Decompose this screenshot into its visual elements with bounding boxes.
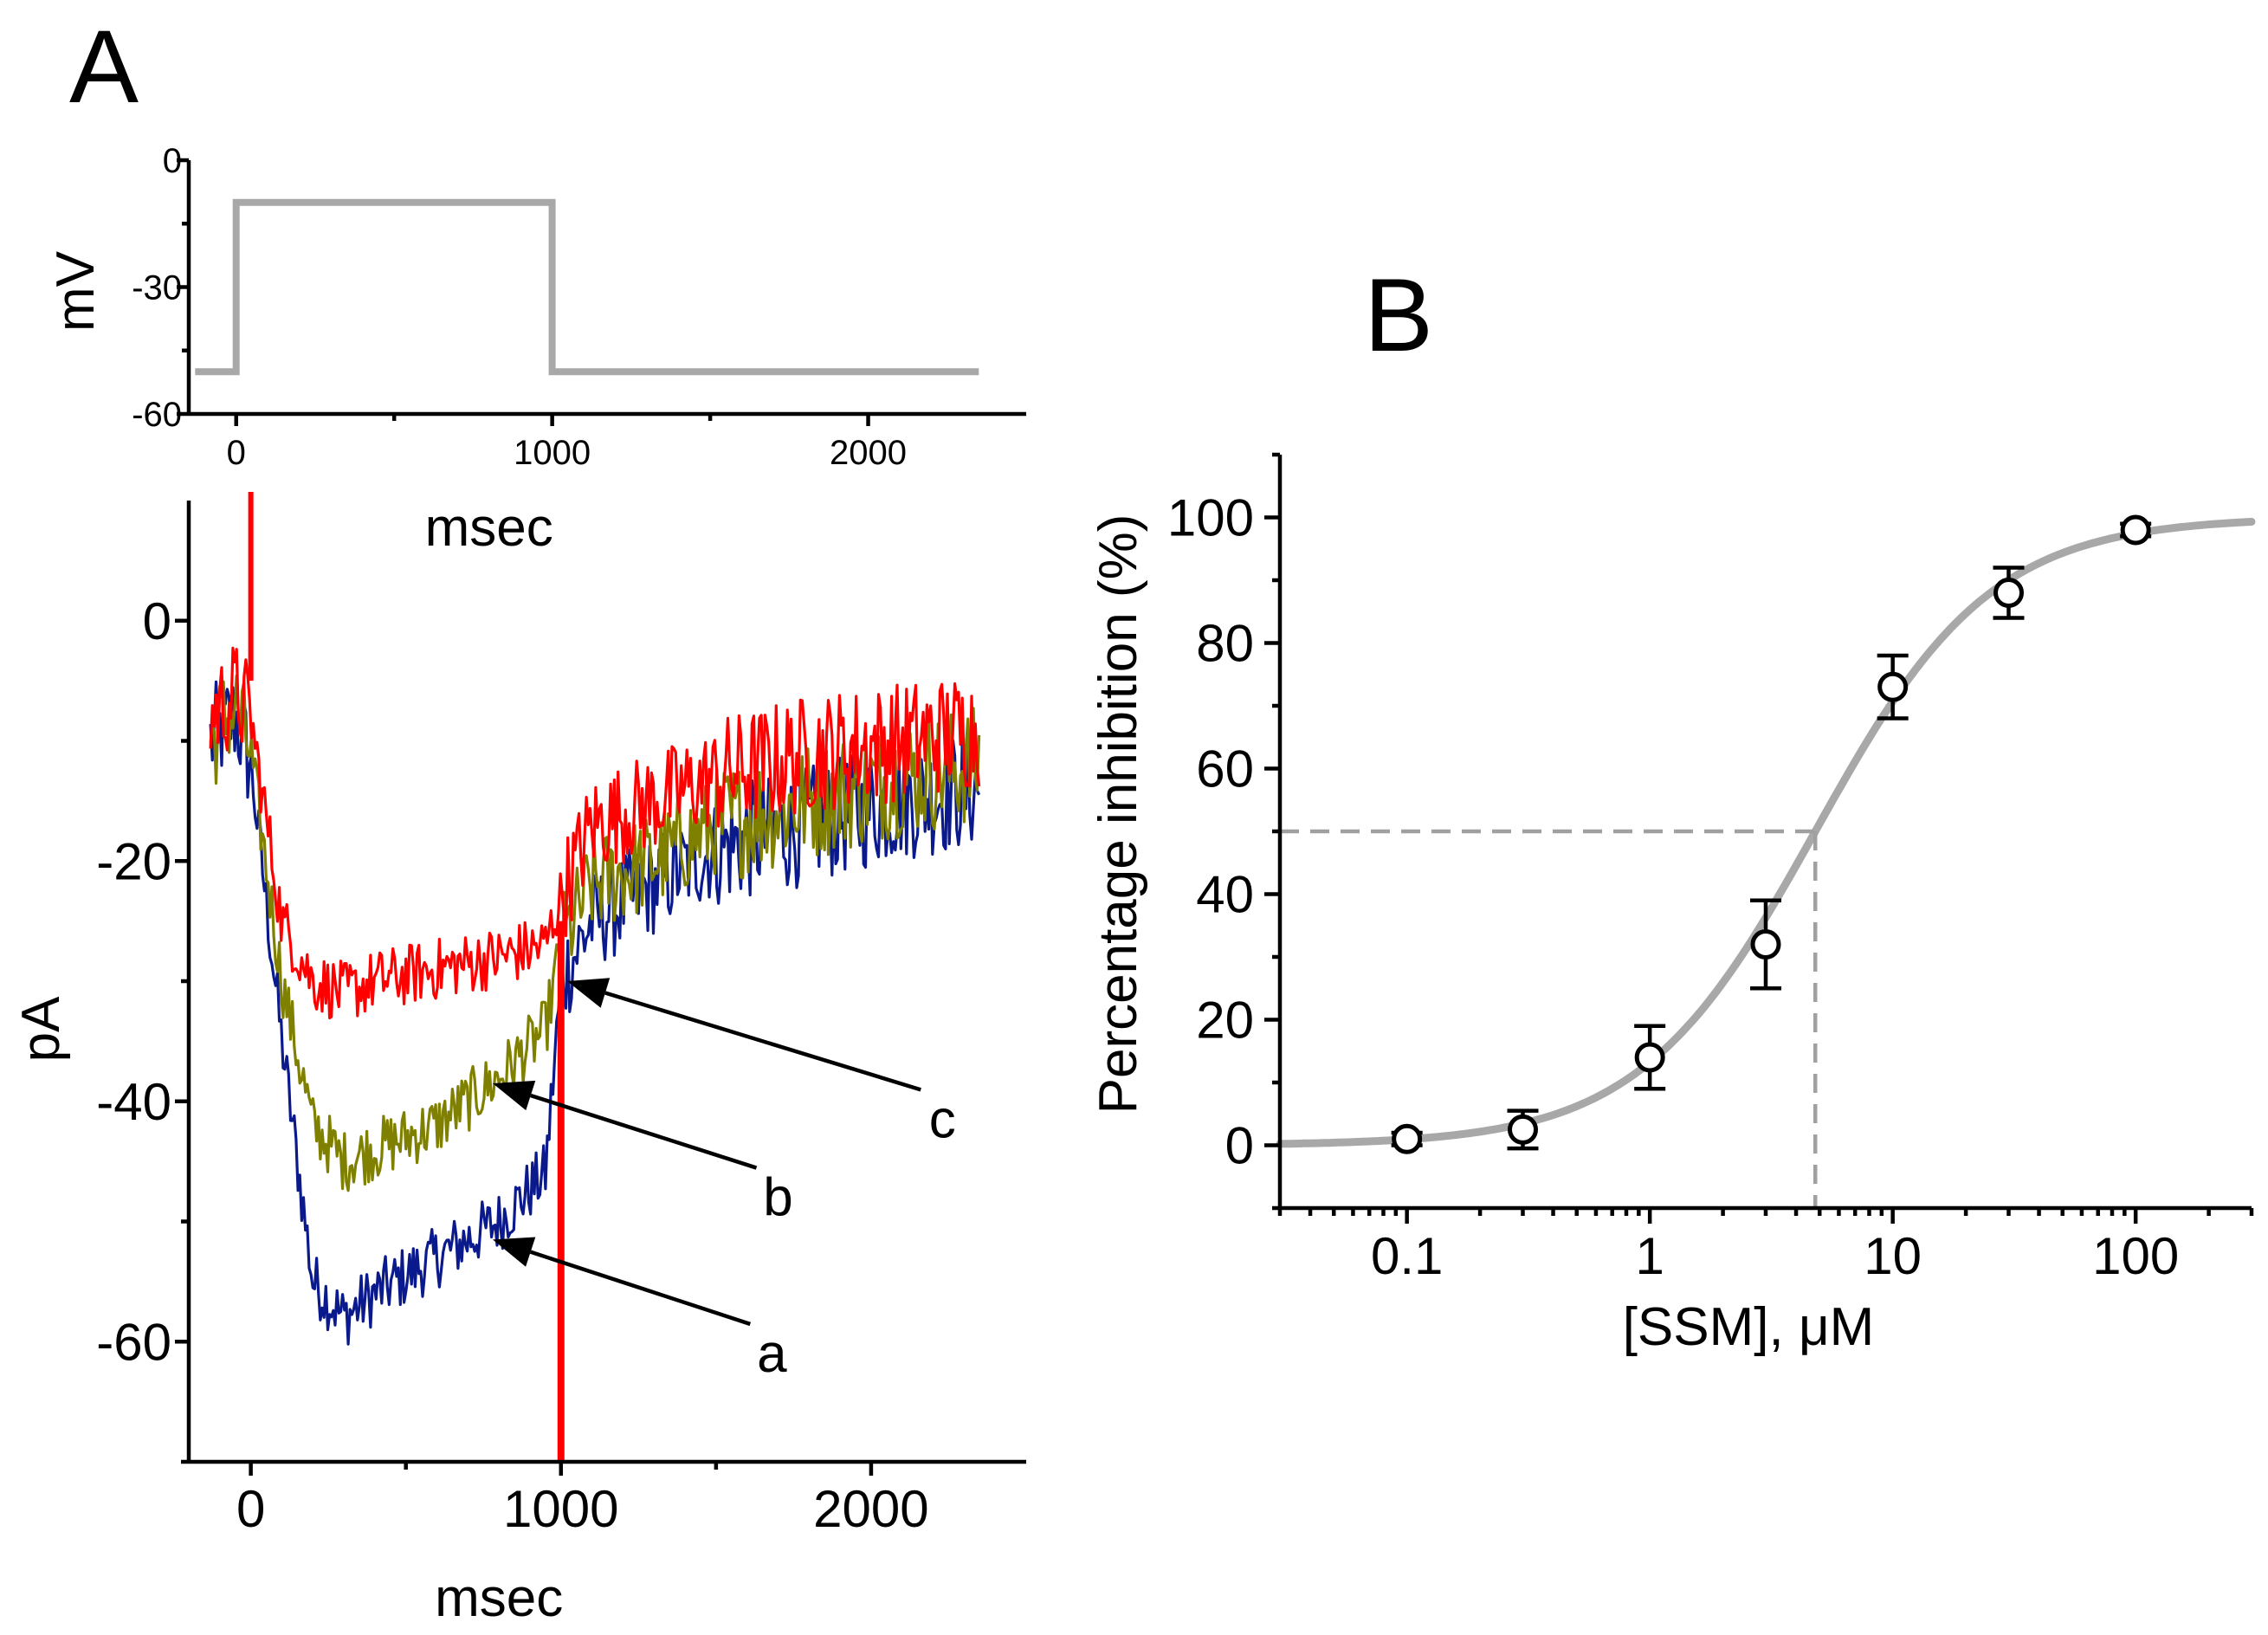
annotation-arrowhead-b (492, 1080, 536, 1111)
voltage-protocol-chart: 0 1000 2000 0 -30 -60 msec mV (46, 142, 1026, 558)
panel-label-b: B (1364, 257, 1433, 373)
protocol-y-label: mV (46, 250, 106, 332)
data-point (1877, 671, 1909, 702)
annotation-arrow-a (529, 1250, 752, 1327)
dose-x-tick-label: 100 (2092, 1227, 2179, 1285)
current-x-label: msec (435, 1568, 563, 1628)
trace-b (209, 674, 981, 1192)
dose-y-tick-label: 20 (1196, 992, 1254, 1050)
current-y-tick-label: 0 (143, 592, 171, 650)
protocol-x-label: msec (425, 498, 553, 558)
current-y-tick-label: -60 (96, 1313, 171, 1371)
dose-response-chart: 0.1 1 10 100 0 20 40 60 80 100 [SSM], μM Percentage… (1089, 452, 2256, 1357)
dose-x-label: [SSM], μM (1623, 1297, 1875, 1357)
trace-c (209, 646, 981, 1020)
data-point (1392, 1123, 1423, 1154)
current-traces-chart: 0 1000 2000 0 -20 -40 -60 msec pA a b c (11, 492, 1026, 1628)
current-y-label: pA (11, 996, 71, 1062)
protocol-y-tick-label: -30 (132, 269, 182, 307)
current-x-tick-label: 0 (236, 1480, 265, 1538)
annotation-arrow-c (604, 991, 921, 1092)
protocol-y-tick-label: -60 (132, 396, 182, 434)
panel-label-a: A (69, 9, 139, 125)
data-point (1750, 929, 1781, 960)
data-point (1634, 1042, 1665, 1073)
dose-y-tick-label: 60 (1196, 740, 1254, 798)
protocol-trace (195, 198, 979, 376)
dose-x-tick-label: 1 (1635, 1227, 1664, 1285)
current-x-tick-label: 2000 (813, 1480, 928, 1538)
protocol-x-tick-label: 1000 (514, 434, 591, 472)
dose-y-label: Percentage inhibition (%) (1089, 514, 1148, 1115)
current-x-tick-label: 1000 (503, 1480, 618, 1538)
current-y-tick-label: -40 (96, 1073, 171, 1131)
dose-y-tick-label: 0 (1225, 1117, 1254, 1175)
protocol-y-tick-label: 0 (163, 142, 182, 180)
current-y-tick-label: -20 (96, 832, 171, 890)
data-point (1508, 1114, 1538, 1145)
annotation-arrowhead-a (492, 1237, 536, 1267)
data-point (1993, 578, 2024, 608)
annotation-arrowhead-c (566, 978, 611, 1008)
dose-x-tick-label: 10 (1864, 1227, 1922, 1285)
dose-x-tick-label: 0.1 (1371, 1227, 1443, 1285)
protocol-x-tick-label: 2000 (830, 434, 907, 472)
annotation-arrow-b (530, 1093, 758, 1170)
protocol-x-tick-label: 0 (227, 434, 246, 472)
data-point (2120, 514, 2151, 546)
annotation-label-b: b (763, 1168, 792, 1228)
dose-y-tick-label: 100 (1167, 489, 1254, 547)
annotation-label-c: c (929, 1089, 956, 1149)
dose-y-tick-label: 80 (1196, 615, 1254, 673)
annotation-label-a: a (757, 1324, 787, 1384)
dose-y-tick-label: 40 (1196, 866, 1254, 924)
